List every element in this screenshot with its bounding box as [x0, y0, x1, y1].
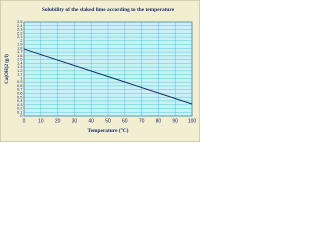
- x-tick-label: 30: [72, 118, 78, 124]
- y-tick-label: 1.7: [17, 49, 23, 54]
- y-tick-label: 2.2: [17, 30, 23, 35]
- y-tick-label: 1.1: [17, 72, 23, 77]
- y-tick-label: 1.9: [17, 42, 23, 47]
- x-tick-label: 80: [156, 118, 162, 124]
- y-tick-label: 0.2: [17, 106, 23, 111]
- x-tick-label: 20: [55, 118, 61, 124]
- x-axis-label: Temperature (°C): [88, 127, 129, 134]
- y-tick-label: 1.5: [17, 57, 23, 62]
- chart-title: Solubility of the slaked lime according …: [42, 7, 175, 13]
- y-tick-label: 0: [20, 113, 23, 118]
- x-tick-label: 50: [105, 118, 111, 124]
- x-tick-label: 40: [88, 118, 94, 124]
- y-tick-label: 0.8: [17, 83, 23, 88]
- y-tick-label: 0.3: [17, 102, 23, 107]
- y-tick-label: 1: [20, 75, 23, 80]
- y-tick-label: 2: [20, 38, 23, 43]
- y-tick-label: 1.6: [17, 53, 23, 58]
- y-tick-label: 2.4: [17, 23, 23, 28]
- y-tick-label: 0.1: [17, 109, 23, 114]
- y-axis-label: Ca(OH)2 (g/l): [5, 54, 10, 84]
- data-line: [23, 48, 193, 105]
- y-tick-label: 1.2: [17, 68, 23, 73]
- y-tick-label: 0.6: [17, 91, 23, 96]
- x-tick-label: 60: [122, 118, 128, 124]
- y-tick-label: 0.4: [17, 98, 23, 103]
- x-tick-label: 100: [188, 118, 197, 124]
- y-tick-label: 1.8: [17, 45, 23, 50]
- x-tick-label: 0: [23, 118, 26, 124]
- y-tick-label: 2.3: [17, 27, 23, 32]
- y-tick-label: 2.1: [17, 34, 23, 39]
- chart: Solubility of the slaked lime according …: [0, 0, 200, 142]
- x-tick-label: 10: [38, 118, 44, 124]
- y-tick-label: 2.5: [17, 19, 23, 24]
- y-tick-label: 0.9: [17, 79, 23, 84]
- y-tick-label: 1.3: [17, 64, 23, 69]
- y-tick-label: 1.4: [17, 60, 23, 65]
- x-tick-label: 90: [172, 118, 178, 124]
- x-tick-label: 70: [139, 118, 145, 124]
- y-tick-label: 0.5: [17, 94, 23, 99]
- y-tick-label: 0.7: [17, 87, 23, 92]
